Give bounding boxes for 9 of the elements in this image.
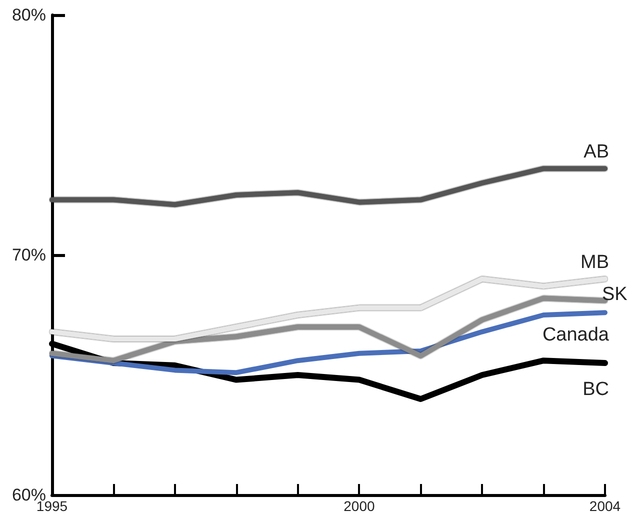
series-label: SK xyxy=(602,284,628,306)
y-tick-label: 70% xyxy=(12,246,46,264)
series-label: MB xyxy=(580,252,609,273)
series-label: AB xyxy=(584,142,609,163)
x-tick-label: 2004 xyxy=(589,498,621,514)
y-tick-label: 80% xyxy=(12,6,46,24)
x-tick-label: 2000 xyxy=(344,498,375,514)
series-label: BC xyxy=(582,379,609,400)
series-label: Canada xyxy=(542,324,610,346)
